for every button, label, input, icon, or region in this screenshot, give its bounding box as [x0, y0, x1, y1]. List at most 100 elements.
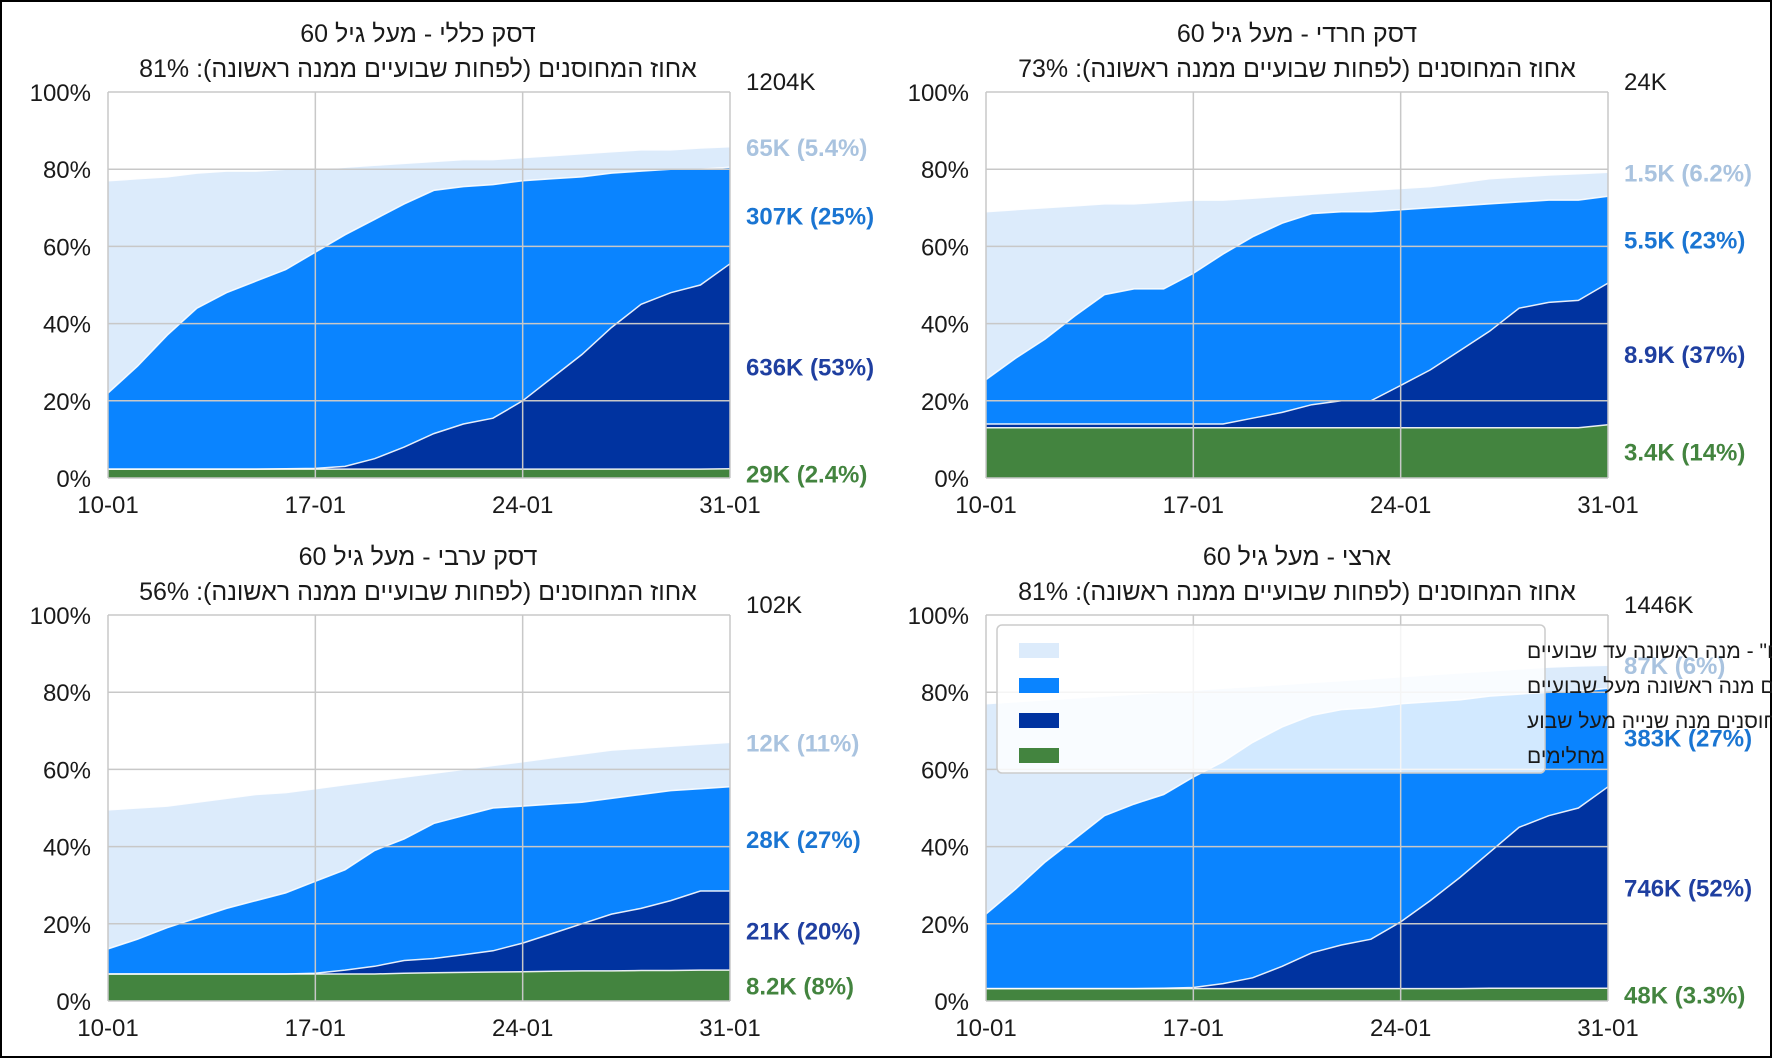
panel-title: דסק חרדי - מעל גיל 60	[1177, 20, 1417, 48]
y-tick-label: 100%	[908, 603, 969, 630]
series-end-label: 383K (27%)	[1624, 726, 1752, 753]
y-tick-label: 20%	[43, 912, 91, 939]
population-label: 1446K	[1624, 592, 1693, 619]
y-tick-label: 60%	[921, 757, 969, 784]
series-end-label: 307K (25%)	[746, 204, 874, 231]
x-tick-label: 24-01	[492, 492, 553, 519]
series-end-label: 87K (6%)	[1624, 653, 1725, 680]
series-end-label: 48K (3.3%)	[1624, 983, 1745, 1010]
series-boundary-line	[107, 786, 731, 950]
area-series-1	[986, 424, 1608, 478]
x-tick-label: 17-01	[285, 492, 346, 519]
area-series-1	[108, 970, 730, 1001]
area-series-2	[108, 263, 730, 478]
panel-title: דסק כללי - מעל גיל 60	[300, 20, 536, 48]
panel-subtitle: אחוז המחוסנים (לפחות שבועיים ממנה ראשונה…	[1018, 578, 1576, 606]
y-tick-label: 80%	[43, 157, 91, 184]
x-tick-label: 17-01	[1163, 1015, 1224, 1042]
x-tick-label: 10-01	[77, 492, 138, 519]
series-boundary-line	[986, 786, 1609, 990]
series-boundary-line	[107, 146, 731, 182]
series-end-label: 636K (53%)	[746, 354, 874, 381]
y-tick-label: 100%	[30, 603, 91, 630]
y-tick-label: 60%	[43, 757, 91, 784]
area-series-1	[986, 988, 1608, 1001]
x-tick-label: 24-01	[492, 1015, 553, 1042]
legend-entry-label: "מחוסנים לא חסינים" - מנה ראשונה עד שבוע…	[1527, 640, 1772, 663]
y-tick-label: 80%	[43, 680, 91, 707]
population-label: 24K	[1624, 69, 1667, 96]
area-series-2	[986, 786, 1608, 1001]
population-label: 102K	[746, 592, 802, 619]
panel-subtitle: אחוז המחוסנים (לפחות שבועיים ממנה ראשונה…	[139, 578, 697, 606]
y-tick-label: 0%	[56, 989, 91, 1016]
x-tick-label: 10-01	[955, 1015, 1016, 1042]
chart-panel-2: דסק חרדי - מעל גיל 60 אחוז המחוסנים (לפחו…	[908, 20, 1752, 519]
series-end-label: 5.5K (23%)	[1624, 228, 1745, 255]
series-end-label: 8.9K (37%)	[1624, 342, 1745, 369]
y-tick-label: 20%	[43, 389, 91, 416]
x-tick-label: 17-01	[285, 1015, 346, 1042]
series-end-label: 65K (5.4%)	[746, 135, 867, 162]
series-end-label: 28K (27%)	[746, 827, 861, 854]
y-tick-label: 40%	[921, 835, 969, 862]
panel-subtitle: אחוז המחוסנים (לפחות שבועיים ממנה ראשונה…	[1018, 55, 1576, 83]
y-tick-label: 40%	[921, 312, 969, 339]
y-tick-label: 0%	[934, 989, 969, 1016]
population-label: 1204K	[746, 69, 815, 96]
x-tick-label: 10-01	[77, 1015, 138, 1042]
series-boundary-line	[107, 741, 731, 811]
y-tick-label: 100%	[908, 80, 969, 107]
series-end-label: 746K (52%)	[1624, 876, 1752, 903]
series-end-label: 29K (2.4%)	[746, 461, 867, 488]
x-tick-label: 24-01	[1370, 1015, 1431, 1042]
chart-panel-1: דסק כללי - מעל גיל 60 אחוז המחוסנים (לפחו…	[30, 20, 874, 519]
y-tick-label: 40%	[43, 312, 91, 339]
legend-box	[996, 624, 1546, 774]
y-tick-label: 0%	[56, 466, 91, 493]
y-tick-label: 40%	[43, 835, 91, 862]
series-boundary-line	[107, 166, 731, 394]
chart-panel-4: ארצי - מעל גיל 60 אחוז המחוסנים (לפחות שב…	[908, 543, 1752, 1042]
y-tick-label: 80%	[921, 157, 969, 184]
y-tick-label: 60%	[921, 234, 969, 261]
x-tick-label: 31-01	[699, 1015, 760, 1042]
y-tick-label: 20%	[921, 912, 969, 939]
y-tick-label: 60%	[43, 234, 91, 261]
x-tick-label: 10-01	[955, 492, 1016, 519]
x-tick-label: 31-01	[1577, 1015, 1638, 1042]
x-tick-label: 24-01	[1370, 492, 1431, 519]
x-tick-label: 17-01	[1163, 492, 1224, 519]
series-end-label: 12K (11%)	[746, 730, 859, 757]
area-series-1	[108, 468, 730, 478]
series-boundary-line	[985, 171, 1609, 213]
x-tick-label: 31-01	[1577, 492, 1638, 519]
panel-subtitle: אחוז המחוסנים (לפחות שבועיים ממנה ראשונה…	[139, 55, 697, 83]
series-boundary-line	[986, 282, 1609, 425]
series-boundary-line	[108, 263, 731, 470]
legend-entry-label: מחוסנים מנה ראשונה מעל שבועיים	[1527, 675, 1772, 698]
series-end-label: 1.5K (6.2%)	[1624, 160, 1752, 187]
y-tick-label: 100%	[30, 80, 91, 107]
series-end-label: 3.4K (14%)	[1624, 439, 1745, 466]
chart-legend: "מחוסנים לא חסינים" - מנה ראשונה עד שבוע…	[996, 624, 1772, 774]
legend-swatch	[1019, 678, 1059, 693]
panel-title: דסק ערבי - מעל גיל 60	[299, 543, 538, 571]
series-boundary-line	[108, 890, 730, 975]
series-boundary-line	[986, 423, 1609, 429]
y-tick-label: 0%	[934, 466, 969, 493]
legend-swatch	[1019, 748, 1059, 763]
x-tick-label: 31-01	[699, 492, 760, 519]
series-end-label: 21K (20%)	[746, 919, 861, 946]
panel-title: ארצי - מעל גיל 60	[1203, 543, 1391, 571]
y-tick-label: 20%	[921, 389, 969, 416]
legend-entry-label: מחלימים	[1527, 745, 1605, 768]
series-end-label: 8.2K (8%)	[746, 974, 854, 1001]
legend-swatch	[1019, 643, 1059, 658]
y-tick-label: 80%	[921, 680, 969, 707]
series-boundary-line	[985, 195, 1609, 381]
chart-panel-3: דסק ערבי - מעל גיל 60 אחוז המחוסנים (לפחו…	[30, 543, 861, 1042]
legend-swatch	[1019, 713, 1059, 728]
